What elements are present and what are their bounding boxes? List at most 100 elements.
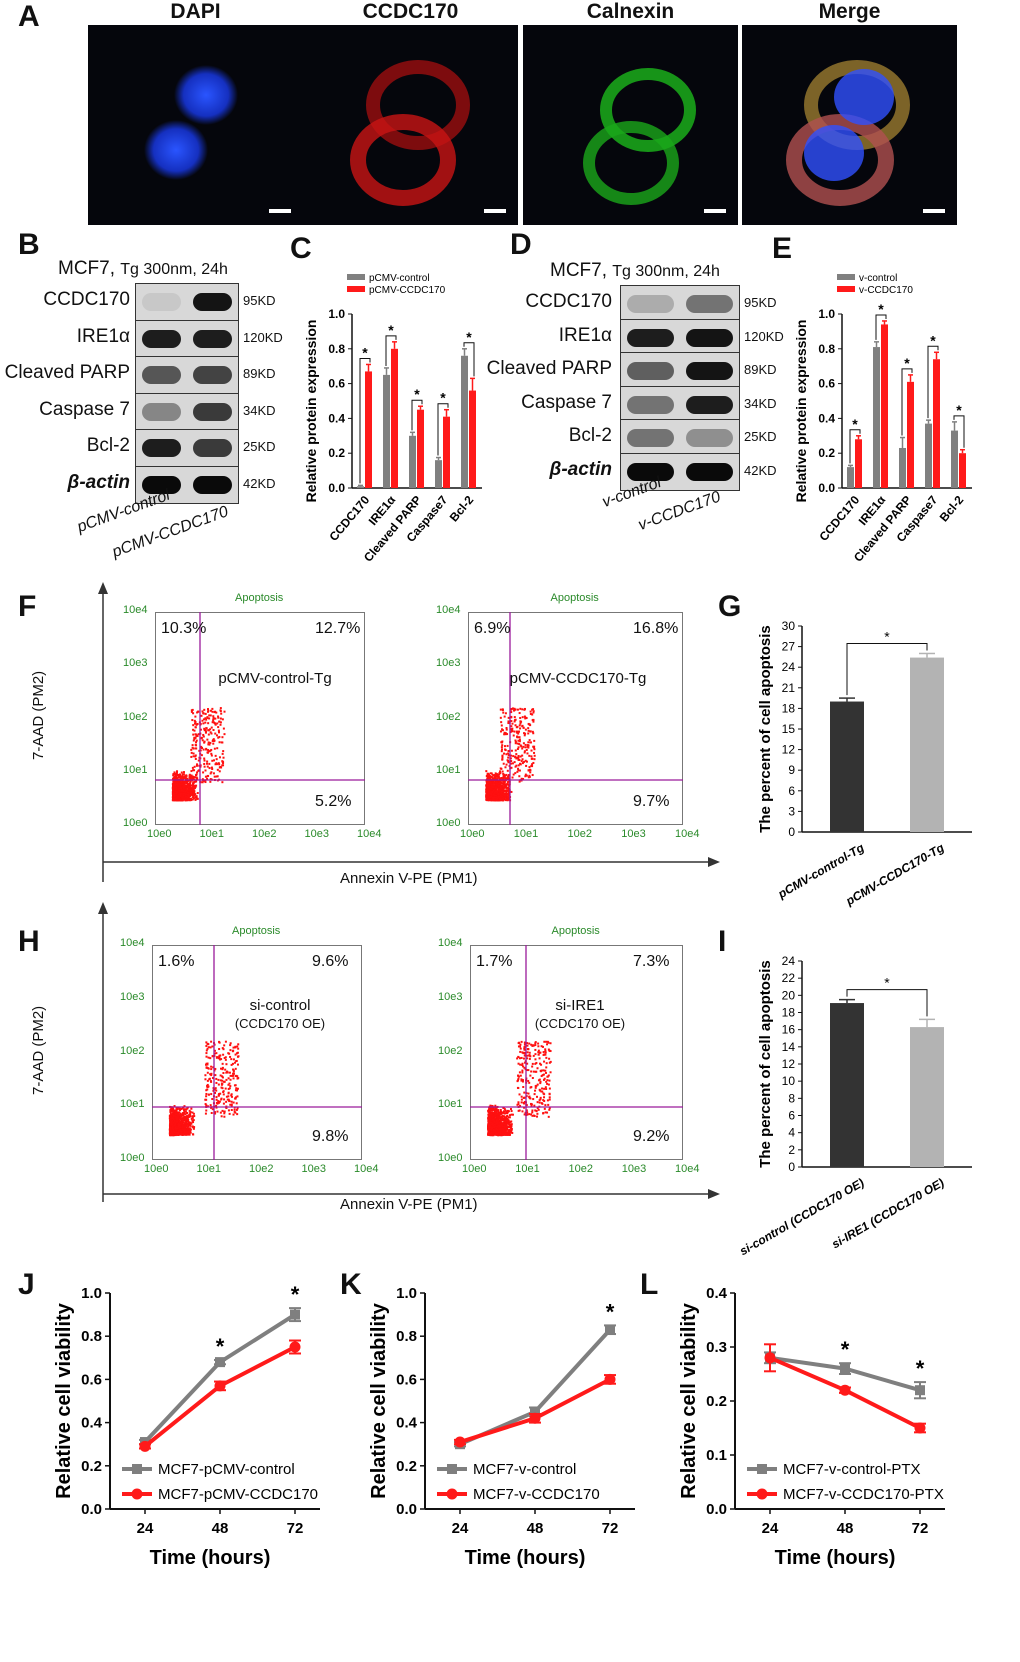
event-dot bbox=[543, 1060, 546, 1063]
event-dot bbox=[169, 1128, 172, 1131]
event-dot bbox=[503, 775, 506, 778]
flow-y-tick: 10e0 bbox=[438, 1152, 463, 1164]
flow-y-tick: 10e1 bbox=[436, 763, 461, 776]
event-dot bbox=[235, 1060, 238, 1063]
event-dot bbox=[207, 741, 210, 744]
event-dot bbox=[182, 1132, 185, 1135]
event-dot bbox=[518, 730, 521, 733]
event-dot bbox=[168, 1124, 171, 1127]
event-dot bbox=[209, 741, 212, 744]
event-dot bbox=[184, 1118, 187, 1121]
event-dot bbox=[488, 787, 491, 790]
event-dot bbox=[177, 1124, 180, 1127]
event-dot bbox=[207, 722, 210, 725]
event-dot bbox=[510, 725, 513, 728]
event-dot bbox=[499, 791, 502, 794]
blot-band bbox=[142, 402, 181, 421]
event-dot bbox=[222, 1053, 225, 1056]
event-dot bbox=[531, 1044, 534, 1047]
event-dot bbox=[489, 798, 492, 801]
event-dot bbox=[190, 770, 193, 773]
event-dot bbox=[207, 708, 210, 711]
event-dot bbox=[178, 788, 181, 791]
event-dot bbox=[190, 775, 193, 778]
event-dot bbox=[485, 793, 488, 796]
event-dot bbox=[539, 1098, 542, 1101]
event-dot bbox=[521, 762, 524, 765]
event-dot bbox=[216, 775, 219, 778]
event-dot bbox=[196, 771, 199, 774]
event-dot bbox=[175, 786, 178, 789]
event-dot bbox=[206, 1085, 209, 1088]
event-dot bbox=[222, 764, 225, 767]
event-dot bbox=[215, 711, 218, 714]
event-dot bbox=[210, 754, 213, 757]
event-dot bbox=[215, 1052, 218, 1055]
flow-y-tick: 10e0 bbox=[123, 817, 148, 829]
event-dot bbox=[493, 1121, 496, 1124]
event-dot bbox=[505, 727, 508, 730]
event-dot bbox=[537, 1045, 540, 1048]
event-dot bbox=[529, 1074, 532, 1077]
event-dot bbox=[501, 755, 504, 758]
event-dot bbox=[493, 777, 496, 780]
mic-title-calnexin: Calnexin bbox=[586, 0, 675, 23]
event-dot bbox=[187, 783, 190, 786]
event-dot bbox=[170, 1124, 173, 1127]
event-dot bbox=[228, 1099, 231, 1102]
event-dot bbox=[503, 752, 506, 755]
event-dot bbox=[500, 781, 503, 784]
event-dot bbox=[194, 733, 197, 736]
event-dot bbox=[527, 732, 530, 735]
event-dot bbox=[172, 798, 175, 801]
event-dot bbox=[532, 1070, 535, 1073]
event-dot bbox=[180, 1121, 183, 1124]
event-dot bbox=[504, 796, 507, 799]
event-dot bbox=[531, 1062, 534, 1065]
event-dot bbox=[222, 762, 225, 765]
event-dot bbox=[180, 783, 183, 786]
event-dot bbox=[514, 708, 517, 711]
event-dot bbox=[203, 765, 206, 768]
event-dot bbox=[540, 1090, 543, 1093]
mic-title-merge: Merge bbox=[818, 0, 881, 23]
event-dot bbox=[500, 795, 503, 798]
event-dot bbox=[505, 792, 508, 795]
event-dot bbox=[180, 1115, 183, 1118]
event-dot bbox=[192, 752, 195, 755]
event-dot bbox=[504, 1120, 507, 1123]
event-dot bbox=[511, 722, 514, 725]
event-dot bbox=[178, 1117, 181, 1120]
flow-plot-title: Apoptosis bbox=[551, 925, 600, 937]
event-dot bbox=[192, 1119, 195, 1122]
event-dot bbox=[499, 1131, 502, 1134]
blot-row bbox=[620, 318, 740, 357]
ccdc170-stain bbox=[350, 60, 470, 206]
event-dot bbox=[171, 1113, 174, 1116]
significance-star: * bbox=[440, 390, 446, 406]
event-dot bbox=[547, 1115, 550, 1118]
event-dot bbox=[182, 1126, 185, 1129]
event-dot bbox=[486, 786, 489, 789]
event-dot bbox=[171, 1125, 174, 1128]
event-dot bbox=[543, 1096, 546, 1099]
event-dot bbox=[237, 1043, 240, 1046]
event-dot bbox=[508, 1130, 511, 1133]
event-dot bbox=[546, 1040, 549, 1043]
event-dot bbox=[497, 1119, 500, 1122]
significance-bracket bbox=[927, 345, 939, 419]
event-dot bbox=[211, 1098, 214, 1101]
event-dot bbox=[490, 1108, 493, 1111]
event-dot bbox=[520, 777, 523, 780]
event-dot bbox=[493, 786, 496, 789]
event-dot bbox=[172, 791, 175, 794]
event-dot bbox=[234, 1074, 237, 1077]
event-dot bbox=[497, 789, 500, 792]
event-dot bbox=[505, 1118, 508, 1121]
event-dot bbox=[508, 1126, 511, 1129]
event-dot bbox=[172, 1118, 175, 1121]
event-dot bbox=[206, 1067, 209, 1070]
event-dot bbox=[187, 798, 190, 801]
event-dot bbox=[206, 1083, 209, 1086]
flow-h-yaxis-label: 7-AAD (PM2) bbox=[30, 1005, 47, 1095]
